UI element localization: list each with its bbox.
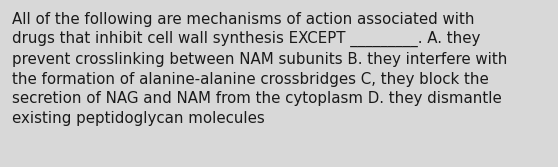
Text: All of the following are mechanisms of action associated with
drugs that inhibit: All of the following are mechanisms of a… (12, 12, 508, 126)
